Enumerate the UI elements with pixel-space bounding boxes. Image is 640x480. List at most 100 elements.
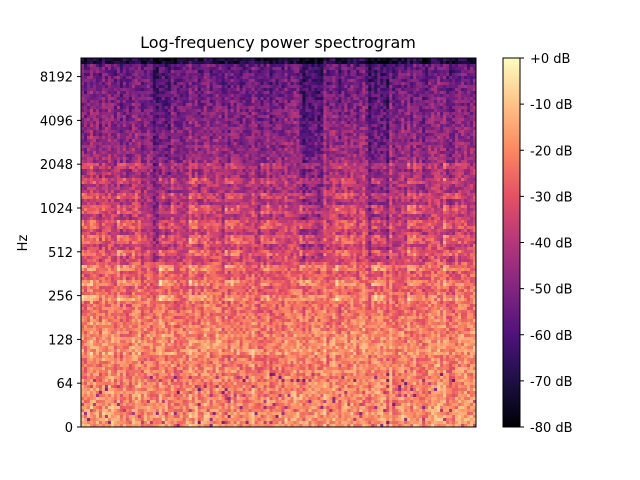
heatmap-cell [458,124,462,128]
heatmap-cell [356,76,360,80]
heatmap-cell [260,148,264,152]
heatmap-cell [140,154,145,158]
heatmap-cell [209,67,214,71]
heatmap-cell [308,139,312,143]
heatmap-cell [377,61,381,65]
heatmap-cell [380,100,384,104]
heatmap-cell [353,115,357,119]
heatmap-cell [284,58,288,62]
heatmap-cell [137,118,142,122]
heatmap-cell [257,64,261,68]
heatmap-cell [428,70,432,74]
heatmap-cell [245,148,249,152]
heatmap-cell [407,112,411,116]
heatmap-cell [425,58,429,62]
heatmap-cell [179,109,184,113]
heatmap-cell [119,106,124,110]
heatmap-cell [287,76,291,80]
heatmap-cell [296,145,300,149]
heatmap-cell [362,130,366,134]
heatmap-cell [194,82,199,86]
heatmap-cell [170,145,175,149]
heatmap-cell [128,127,133,131]
heatmap-cell [431,58,435,62]
heatmap-cell [146,82,151,86]
heatmap-cell [329,151,333,155]
heatmap-cell [350,64,354,68]
heatmap-cell [125,157,130,161]
heatmap-cell [155,145,160,149]
heatmap-cell [374,166,378,170]
heatmap-cell [164,58,169,62]
heatmap-cell [98,124,103,128]
heatmap-cell [83,85,88,89]
heatmap-cell [407,73,411,77]
heatmap-cell [185,112,190,116]
heatmap-cell [443,118,447,122]
heatmap-cell [425,106,429,110]
heatmap-cell [239,163,243,167]
heatmap-cell [425,70,429,74]
heatmap-cell [314,76,318,80]
heatmap-cell [449,109,453,113]
heatmap-cell [392,166,396,170]
heatmap-cell [149,61,154,65]
heatmap-cell [371,97,375,101]
heatmap-cell [347,85,351,89]
heatmap-cell [125,139,130,143]
heatmap-cell [275,58,279,62]
heatmap-cell [131,121,136,125]
heatmap-cell [317,85,321,89]
heatmap-cell [329,82,333,86]
heatmap-cell [371,139,375,143]
heatmap-cell [173,100,178,104]
heatmap-cell [431,67,435,71]
heatmap-cell [230,142,235,146]
heatmap-cell [140,82,145,86]
heatmap-cell [140,148,145,152]
heatmap-cell [116,145,121,149]
heatmap-cell [137,121,142,125]
heatmap-cell [203,139,208,143]
heatmap-cell [443,136,447,140]
heatmap-cell [131,145,136,149]
heatmap-cell [455,58,459,62]
heatmap-cell [239,136,243,140]
heatmap-cell [101,106,106,110]
heatmap-cell [131,163,136,167]
heatmap-cell [89,154,94,158]
heatmap-cell [374,97,378,101]
heatmap-cell [125,76,130,80]
heatmap-cell [218,163,223,167]
heatmap-cell [92,121,97,125]
heatmap-cell [296,148,300,152]
heatmap-cell [257,85,261,89]
heatmap-cell [278,154,282,158]
heatmap-cell [143,106,148,110]
heatmap-cell [104,148,109,152]
heatmap-cell [401,133,405,137]
heatmap-cell [278,79,282,83]
heatmap-cell [218,151,223,155]
heatmap-cell [245,94,249,98]
heatmap-cell [86,67,91,71]
heatmap-cell [416,163,420,167]
heatmap-cell [125,154,130,158]
heatmap-cell [155,61,160,65]
heatmap-cell [242,91,246,95]
heatmap-cell [122,112,127,116]
heatmap-cell [155,124,160,128]
heatmap-cell [404,58,408,62]
heatmap-cell [212,67,217,71]
heatmap-cell [434,67,438,71]
heatmap-cell [350,145,354,149]
heatmap-cell [392,82,396,86]
heatmap-cell [116,130,121,134]
heatmap-cell [281,67,285,71]
heatmap-cell [272,73,276,77]
heatmap-cell [185,79,190,83]
heatmap-cell [233,67,237,71]
heatmap-cell [314,130,318,134]
heatmap-cell [371,94,375,98]
heatmap-cell [305,61,309,65]
